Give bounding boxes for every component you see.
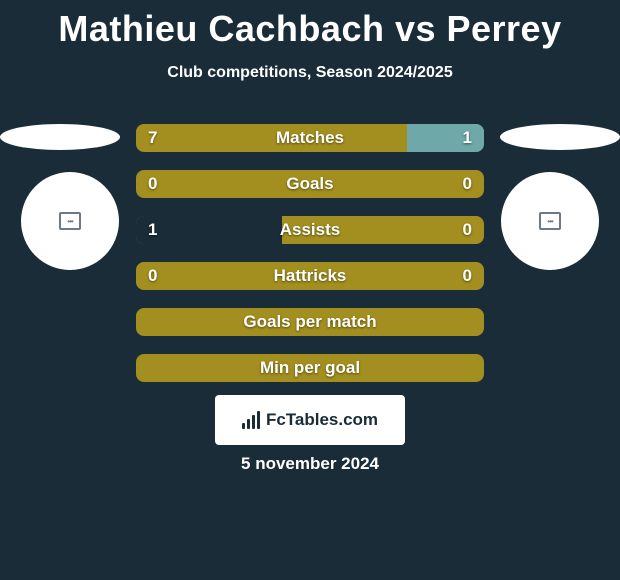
stat-label: Hattricks (136, 262, 484, 290)
brand-logo-icon (242, 411, 260, 429)
player-avatar-right: ••• (501, 172, 599, 270)
stat-label: Assists (136, 216, 484, 244)
page-subtitle: Club competitions, Season 2024/2025 (0, 64, 620, 82)
stat-label: Goals per match (136, 308, 484, 336)
stat-bar: Goals per match (136, 308, 484, 336)
stat-bar: 00Goals (136, 170, 484, 198)
stat-bar: 00Hattricks (136, 262, 484, 290)
stat-bar: Min per goal (136, 354, 484, 382)
stat-label: Matches (136, 124, 484, 152)
placeholder-icon: ••• (539, 212, 561, 230)
placeholder-icon: ••• (59, 212, 81, 230)
player-shadow-left (0, 124, 120, 150)
stat-bar: 71Matches (136, 124, 484, 152)
comparison-bars: 71Matches 00Goals 10Assists 00Hattricks Goal… (136, 124, 484, 400)
brand-label: FcTables.com (266, 410, 378, 430)
player-avatar-left: ••• (21, 172, 119, 270)
page-title: Mathieu Cachbach vs Perrey (0, 0, 620, 50)
brand-badge: FcTables.com (215, 395, 405, 445)
stat-bar: 10Assists (136, 216, 484, 244)
player-shadow-right (500, 124, 620, 150)
stat-label: Goals (136, 170, 484, 198)
comparison-infographic: Mathieu Cachbach vs Perrey Club competit… (0, 0, 620, 580)
stat-label: Min per goal (136, 354, 484, 382)
date-label: 5 november 2024 (0, 454, 620, 474)
